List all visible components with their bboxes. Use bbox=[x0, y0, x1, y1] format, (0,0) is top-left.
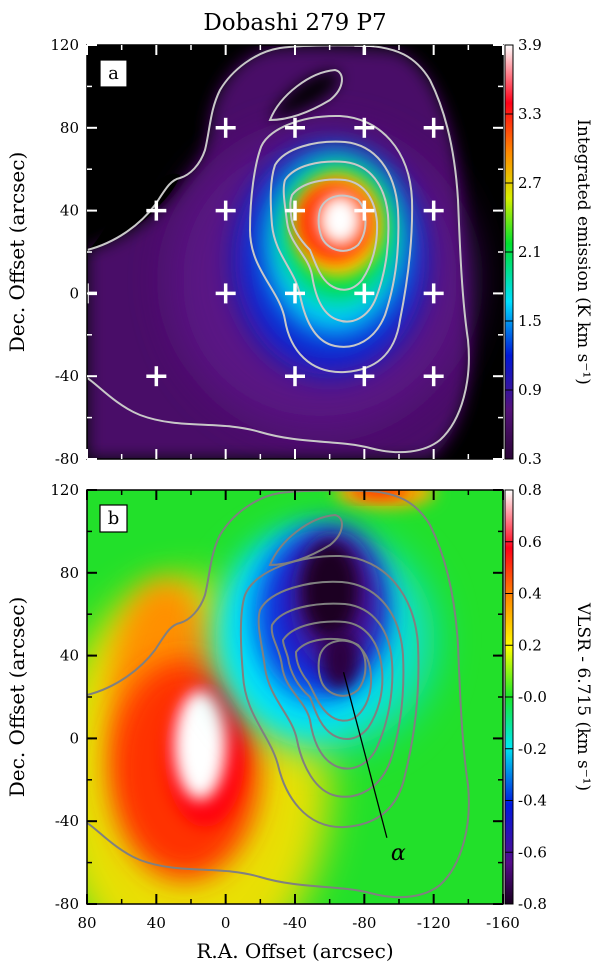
colorbar-tick-label: -0.0 bbox=[518, 688, 547, 706]
x-tick-label: -160 bbox=[486, 914, 520, 932]
panel-a-label-box bbox=[99, 59, 128, 88]
observed-position-marker bbox=[285, 366, 305, 387]
y-tick-label: 80 bbox=[60, 119, 79, 137]
observed-position-marker bbox=[285, 200, 305, 221]
colorbar-tick-label: 0.6 bbox=[518, 533, 542, 551]
colorbar-tick-label: 2.7 bbox=[518, 174, 542, 192]
x-tick-label: -40 bbox=[283, 914, 307, 932]
figure-title: Dobashi 279 P7 bbox=[203, 10, 386, 36]
y-tick-label: -40 bbox=[55, 367, 79, 385]
x-tick-label: 40 bbox=[147, 914, 166, 932]
y-axis-label-b: Dec. Offset (arcsec) bbox=[5, 597, 29, 797]
y-tick-label: 0 bbox=[69, 284, 79, 302]
observed-position-marker bbox=[285, 283, 305, 304]
x-tick-label: 80 bbox=[77, 914, 96, 932]
colorbar-a-ticks: 3.9 3.3 2.7 2.1 1.5 0.9 0.3 bbox=[505, 36, 542, 468]
colorbar-tick-label: 0.2 bbox=[518, 636, 542, 654]
colorbar-a-label: Integrated emission (K km s⁻¹) bbox=[573, 119, 593, 385]
colorbar-tick-label: -0.4 bbox=[518, 792, 547, 810]
y-axis-a: 120 80 40 0 -40 -80 bbox=[50, 36, 504, 468]
observed-position-marker bbox=[215, 200, 236, 221]
colorbar-tick-label: -0.6 bbox=[518, 843, 547, 861]
colorbar-tick-label: 3.3 bbox=[518, 105, 542, 123]
observed-position-marker bbox=[354, 366, 375, 387]
annotation-arrow-line bbox=[342, 671, 388, 838]
panel-b: b α 120 80 40 0 -40 -80 0.8 0.6 0.4 0.2 -0.0 -0.2 -… bbox=[5, 481, 593, 913]
contour-3 bbox=[269, 140, 400, 348]
colorbar-tick-label: 0.9 bbox=[518, 381, 542, 399]
contours-b bbox=[87, 490, 470, 899]
colorbar-b-ticks: 0.8 0.6 0.4 0.2 -0.0 -0.2 -0.4 -0.6 -0.8 bbox=[505, 481, 547, 913]
panel-b-label: b bbox=[108, 508, 120, 529]
panel-b-label-box bbox=[99, 504, 128, 533]
x-tick-label: 0 bbox=[221, 914, 231, 932]
observed-position-marker bbox=[423, 366, 444, 387]
annotation-alpha: α bbox=[391, 841, 406, 866]
colorbar-tick-label: 3.9 bbox=[518, 36, 542, 54]
observed-position-marker bbox=[423, 117, 444, 138]
contour-b-3 bbox=[257, 580, 405, 798]
observed-position-marker bbox=[423, 200, 444, 221]
colorbar-b-label: VLSR - 6.715 (km s⁻¹) bbox=[573, 602, 593, 791]
observed-positions bbox=[87, 45, 444, 387]
observed-position-marker bbox=[146, 366, 167, 387]
x-axis: 80 40 0 -40 -80 -120 -160 bbox=[77, 914, 519, 932]
contour-peak bbox=[317, 194, 367, 252]
colorbar-tick-label: 1.5 bbox=[518, 312, 542, 330]
observed-position-marker bbox=[423, 283, 444, 304]
contour-hole bbox=[268, 68, 343, 122]
panel-b-heatmap bbox=[87, 490, 503, 904]
observed-position-marker bbox=[215, 117, 236, 138]
observed-position-marker bbox=[215, 283, 236, 304]
contour-b-2 bbox=[239, 554, 420, 829]
y-axis-b: 120 80 40 0 -40 -80 bbox=[50, 481, 504, 913]
y-tick-label: -40 bbox=[55, 812, 79, 830]
y-tick-label: 120 bbox=[50, 481, 79, 499]
colorbar-tick-label: -0.8 bbox=[518, 895, 547, 913]
x-tick-label: -120 bbox=[417, 914, 451, 932]
contour-4 bbox=[282, 160, 390, 323]
observed-position-marker bbox=[146, 200, 167, 221]
contour-b-peak bbox=[317, 639, 367, 697]
y-tick-label: -80 bbox=[55, 450, 79, 468]
y-tick-label: -80 bbox=[55, 895, 79, 913]
y-axis-label-a: Dec. Offset (arcsec) bbox=[5, 152, 29, 352]
contour-b-4 bbox=[270, 602, 394, 770]
x-tick-label: -80 bbox=[352, 914, 376, 932]
observed-position-marker bbox=[354, 117, 375, 138]
colorbar-tick-label: 0.3 bbox=[518, 450, 542, 468]
contour-outer bbox=[87, 45, 470, 454]
observed-position-marker bbox=[354, 283, 375, 304]
y-tick-label: 0 bbox=[69, 729, 79, 747]
panel-a-label: a bbox=[108, 63, 119, 84]
contour-5 bbox=[289, 178, 379, 291]
contour-b-5 bbox=[281, 620, 384, 741]
contour-2 bbox=[248, 114, 414, 374]
panel-a-heatmap bbox=[87, 45, 503, 459]
panel-a: a 120 80 40 0 -40 -80 3.9 3.3 2.7 2.1 1.5 0.9 0.3 I… bbox=[5, 36, 593, 468]
y-tick-label: 40 bbox=[60, 647, 79, 665]
colorbar-tick-label: 2.1 bbox=[518, 243, 542, 261]
y-tick-label: 120 bbox=[50, 36, 79, 54]
colorbar-tick-label: 0.8 bbox=[518, 481, 542, 499]
colorbar-tick-label: 0.4 bbox=[518, 585, 542, 603]
y-tick-label: 80 bbox=[60, 564, 79, 582]
colorbar-tick-label: -0.2 bbox=[518, 740, 547, 758]
observed-position-marker bbox=[354, 200, 375, 221]
contour-b-outer bbox=[87, 490, 470, 899]
observed-position-marker bbox=[285, 117, 305, 138]
x-axis-label: R.A. Offset (arcsec) bbox=[196, 939, 393, 963]
y-tick-label: 40 bbox=[60, 202, 79, 220]
contours-a bbox=[87, 45, 470, 454]
